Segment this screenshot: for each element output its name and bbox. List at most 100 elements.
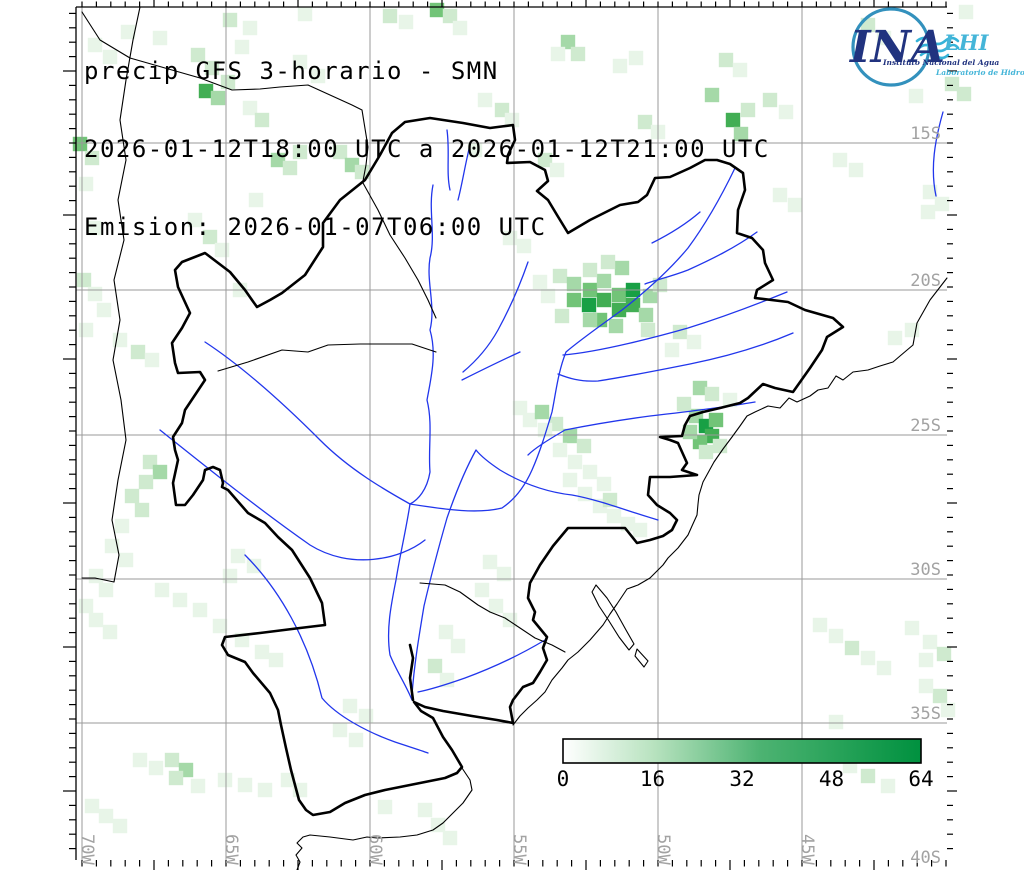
precip-cell — [242, 20, 258, 36]
lat-label: 40S — [910, 848, 941, 868]
precip-cell — [246, 558, 262, 574]
precip-cell — [718, 52, 734, 68]
lon-label: 65W — [221, 834, 241, 865]
precip-cell — [268, 652, 284, 668]
precip-cell — [282, 160, 298, 176]
precip-cell — [467, 142, 483, 158]
precip-cell — [920, 204, 936, 220]
precip-cell — [310, 68, 326, 84]
lagoon-mirim — [634, 648, 649, 668]
precip-cell — [570, 46, 586, 62]
precip-cell — [956, 86, 972, 102]
precip-cell — [504, 112, 520, 128]
precip-cell — [427, 658, 443, 674]
precip-cell — [332, 144, 348, 160]
colorbar: 0 16 32 48 64 — [557, 738, 934, 791]
precip-cell — [860, 768, 876, 784]
precip-cell — [828, 714, 844, 730]
river-parana-lower — [387, 503, 413, 701]
precip-cell — [876, 30, 892, 46]
precip-cell — [516, 238, 532, 254]
precip-cell — [918, 678, 934, 694]
border-uruguay-brazil — [419, 582, 566, 653]
precip-cell — [522, 412, 538, 428]
precip-cell — [740, 102, 756, 118]
precip-cell — [787, 197, 803, 213]
precip-cell — [237, 777, 253, 793]
precip-cell — [102, 624, 118, 640]
precip-cell — [482, 554, 498, 570]
precip-cell — [222, 568, 238, 584]
precip-cell — [596, 273, 612, 289]
precip-cell — [550, 46, 566, 62]
colorbar-labels: 0 16 32 48 64 — [557, 767, 934, 791]
lagoon-dos-patos — [591, 584, 635, 651]
precip-cell — [922, 184, 938, 200]
precip-cell — [192, 602, 208, 618]
precip-cell — [548, 416, 564, 432]
precip-cell — [534, 404, 550, 420]
precip-cell — [537, 422, 553, 438]
precip-cell — [358, 708, 374, 724]
precip-cell — [566, 276, 582, 292]
precip-cell — [76, 272, 92, 288]
precip-cell — [96, 302, 112, 318]
colorbar-tick-label: 48 — [819, 767, 844, 791]
precip-cell — [628, 50, 644, 66]
lat-label: 15S — [910, 124, 941, 144]
precip-cell — [632, 522, 648, 538]
precip-cell — [567, 454, 583, 470]
title-emission-time: Emision: 2026-01-07T06:00 UTC — [84, 213, 547, 241]
water-waves-icon — [915, 36, 960, 60]
precip-cell — [257, 782, 273, 798]
precip-cell — [118, 552, 134, 568]
precip-cell — [124, 488, 140, 504]
precip-cell — [725, 112, 741, 128]
precip-cell — [582, 262, 598, 278]
river-headwater-ne — [932, 111, 944, 197]
precip-cell — [398, 14, 414, 30]
precip-cell — [254, 112, 270, 128]
precip-cell — [496, 566, 512, 582]
precip-cell — [958, 4, 974, 20]
precip-cell — [348, 732, 364, 748]
precip-cell — [612, 58, 628, 74]
precip-cell — [332, 722, 348, 738]
logo-circle-icon — [851, 7, 931, 87]
precip-cell — [114, 518, 130, 534]
precip-cell — [692, 380, 708, 396]
precip-cell — [292, 54, 308, 70]
precip-cell — [438, 624, 454, 640]
precip-cell — [87, 37, 103, 53]
river-bermejo — [159, 429, 426, 561]
precip-cell — [772, 187, 788, 203]
precip-cell — [562, 428, 578, 444]
river-iguazu — [527, 401, 756, 456]
precip-cell — [270, 152, 286, 168]
river-paranaiba — [651, 211, 701, 244]
precip-cell — [582, 464, 598, 480]
lon-label: 70W — [77, 834, 97, 865]
precip-cell — [606, 508, 622, 524]
precip-cell — [908, 88, 924, 104]
precip-cell — [596, 292, 612, 308]
rivers-layer — [159, 111, 944, 754]
precip-cell — [86, 220, 102, 236]
precip-cell — [450, 638, 466, 654]
precip-cell — [566, 292, 582, 308]
precip-cell — [382, 8, 398, 24]
colorbar-tick-label: 0 — [557, 767, 570, 791]
precip-cell — [562, 472, 578, 488]
precip-cell — [148, 760, 164, 776]
precip-cell — [582, 312, 598, 328]
lon-label: 45W — [797, 834, 817, 865]
precip-cell — [210, 90, 226, 106]
border-chaco — [362, 182, 437, 319]
precip-cell — [234, 39, 250, 55]
border-bolivia-brazil — [81, 11, 369, 182]
precip-cell — [704, 87, 720, 103]
precip-cell — [596, 476, 612, 492]
precip-cell — [828, 628, 844, 644]
precip-cell — [732, 62, 748, 78]
precip-cell — [202, 229, 218, 245]
